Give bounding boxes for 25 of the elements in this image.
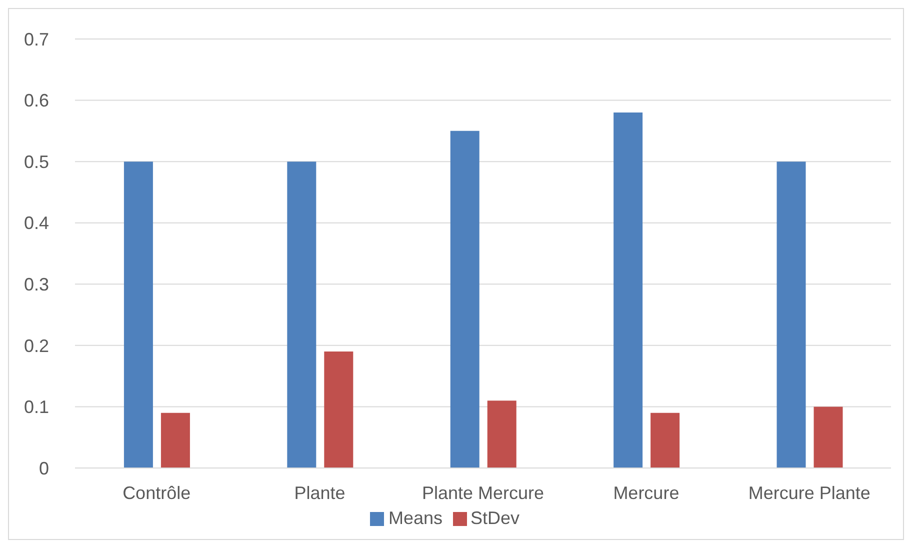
bar (650, 412, 680, 468)
y-tick-label: 0.1 (24, 397, 49, 418)
bar (160, 412, 190, 468)
y-tick-label: 0.6 (24, 90, 49, 111)
y-tick-label: 0.5 (24, 152, 49, 172)
bar (450, 130, 480, 468)
bar (287, 162, 316, 468)
x-tick-label: Mercure Plante (748, 482, 870, 503)
x-tick-label: Plante (294, 482, 346, 503)
bar (776, 162, 806, 468)
x-tick-label: Contrôle (122, 482, 191, 503)
x-tick-label: Plante Mercure (422, 482, 544, 503)
y-tick-label: 0.4 (24, 213, 49, 234)
legend-label: StDev (470, 508, 520, 528)
bar (814, 406, 843, 468)
bar (487, 400, 516, 468)
y-tick-label: 0.2 (24, 336, 49, 356)
y-tick-label: 0.3 (24, 274, 49, 295)
bar (324, 352, 354, 468)
y-tick-label: 0 (38, 458, 49, 478)
x-tick-label: Mercure (613, 482, 680, 503)
y-tick-label: 0.7 (24, 29, 49, 50)
legend-label: Means (388, 508, 442, 528)
bar (614, 112, 643, 468)
bar (124, 162, 153, 468)
